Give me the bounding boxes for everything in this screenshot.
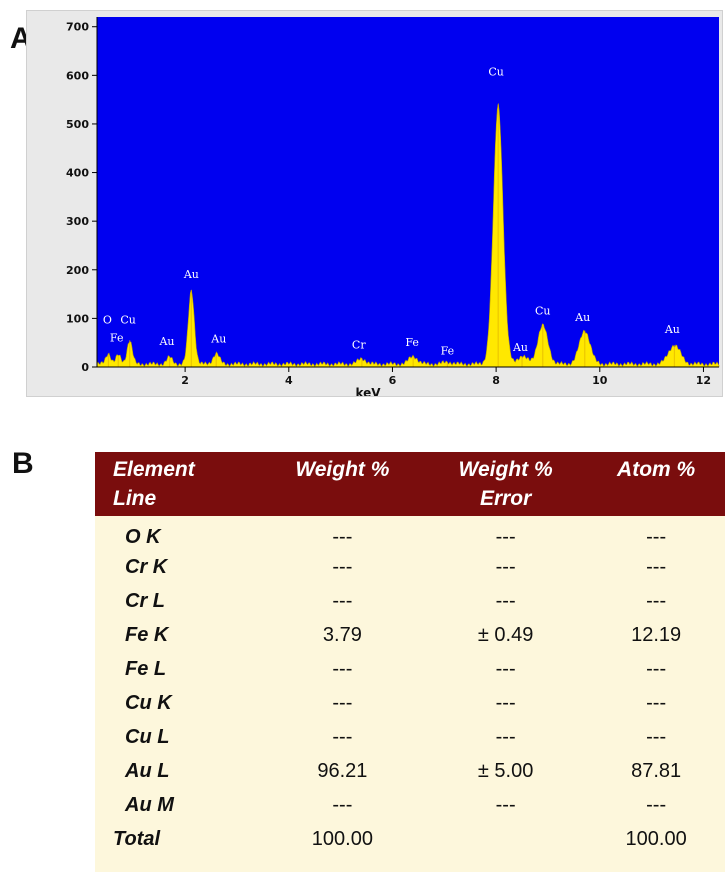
x-tick-label: 2 — [181, 374, 189, 387]
x-tick-label: 6 — [389, 374, 397, 387]
x-axis-title: keV — [355, 386, 381, 396]
peak-label: Au — [183, 268, 199, 281]
cell-weight: 96.21 — [317, 759, 368, 782]
cell-atom: 100.00 — [625, 827, 687, 850]
x-tick-label: 12 — [696, 374, 711, 387]
y-tick-label: 0 — [81, 361, 89, 374]
cell-atom: --- — [646, 793, 667, 816]
cell-atom: 12.19 — [631, 623, 682, 646]
table-header-row: Element Line Weight % Weight % Error Ato… — [95, 452, 725, 516]
table-row: Fe K 3.79 ± 0.49 12.19 — [95, 618, 725, 652]
header-atom: Atom % — [587, 452, 725, 516]
cell-weight: --- — [332, 691, 353, 714]
cell-element: Total — [113, 827, 161, 850]
peak-label: Cr — [352, 339, 366, 352]
panel-label-b: B — [12, 447, 34, 480]
table-row: Cr K --- --- --- — [95, 550, 725, 584]
composition-table-grid: Element Line Weight % Weight % Error Ato… — [95, 452, 725, 856]
header-weight-error: Weight % Error — [424, 452, 587, 516]
cell-atom: --- — [646, 525, 667, 548]
composition-table: Element Line Weight % Weight % Error Ato… — [95, 452, 725, 872]
y-tick-label: 600 — [66, 69, 89, 82]
peak-label: Fe — [405, 336, 419, 349]
cell-atom: --- — [646, 657, 667, 680]
peak-label: Cu — [488, 65, 504, 78]
y-tick-label: 500 — [66, 118, 89, 131]
cell-weight: --- — [332, 725, 353, 748]
cell-element: O K — [125, 525, 161, 548]
cell-weight: --- — [332, 589, 353, 612]
header-weight: Weight % — [261, 452, 424, 516]
x-tick-label: 4 — [285, 374, 293, 387]
y-tick-label: 400 — [66, 167, 89, 180]
cell-error: --- — [495, 525, 516, 548]
spectrum-series — [96, 103, 720, 368]
x-tick-label: 10 — [592, 374, 608, 387]
cell-weight: --- — [332, 525, 353, 548]
table-row: Cu L --- --- --- — [95, 720, 725, 754]
cell-element: Cu K — [125, 691, 172, 714]
cell-element: Au M — [125, 793, 174, 816]
header-text: Weight % — [295, 458, 390, 481]
table-row: Fe L --- --- --- — [95, 652, 725, 686]
peak-label: Fe — [441, 344, 455, 357]
peak-label: Au — [574, 311, 590, 324]
cell-error — [424, 822, 587, 856]
cell-weight: --- — [332, 657, 353, 680]
header-text: Atom % — [617, 458, 696, 481]
peak-label: O — [103, 313, 112, 326]
cell-weight: --- — [332, 555, 353, 578]
cell-error: --- — [495, 589, 516, 612]
x-tick-label: 8 — [492, 374, 500, 387]
cell-element: Fe L — [125, 657, 167, 680]
peak-label: Cu — [535, 305, 551, 318]
cell-element: Fe K — [125, 623, 169, 646]
plot-background — [97, 17, 719, 367]
cell-error: --- — [495, 555, 516, 578]
peak-label: Au — [158, 335, 174, 348]
cell-weight: 3.79 — [322, 623, 362, 646]
table-row: O K --- --- --- — [95, 516, 725, 550]
peak-label: Fe — [110, 332, 124, 345]
y-tick-label: 200 — [66, 264, 89, 277]
header-element-line: Element Line — [95, 452, 261, 516]
cell-atom: 87.81 — [631, 759, 682, 782]
cell-error: --- — [495, 657, 516, 680]
cell-atom: --- — [646, 555, 667, 578]
header-text: Line — [113, 487, 157, 510]
table-row: Au M --- --- --- — [95, 788, 725, 822]
peak-label: Cu — [120, 313, 136, 326]
cell-weight: --- — [332, 793, 353, 816]
peak-label: Au — [664, 323, 680, 336]
table-row: Cu K --- --- --- — [95, 686, 725, 720]
cell-error: ± 5.00 — [477, 759, 534, 782]
cell-atom: --- — [646, 691, 667, 714]
peak-label: Au — [512, 341, 528, 354]
cell-element: Cr L — [125, 589, 165, 612]
cell-error: --- — [495, 725, 516, 748]
cell-atom: --- — [646, 589, 667, 612]
cell-error: --- — [495, 793, 516, 816]
cell-error: ± 0.49 — [477, 623, 534, 646]
cell-weight: 100.00 — [311, 827, 373, 850]
y-tick-label: 100 — [66, 312, 89, 325]
cell-error: --- — [495, 691, 516, 714]
y-tick-label: 300 — [66, 215, 89, 228]
table-row: Cr L --- --- --- — [95, 584, 725, 618]
cell-element: Au L — [125, 759, 170, 782]
cell-element: Cr K — [125, 555, 168, 578]
table-row: Au L 96.21 ± 5.00 87.81 — [95, 754, 725, 788]
spectrum-svg: 0 100 200 300 400 500 600 700 2 4 6 8 10 12 keV O Cu Fe Au… — [66, 17, 720, 396]
eds-spectrum-chart: 0 100 200 300 400 500 600 700 2 4 6 8 10 12 keV O Cu Fe Au… — [26, 10, 723, 397]
header-text: Error — [479, 487, 532, 510]
table-row-total: Total 100.00 100.00 — [95, 822, 725, 856]
cell-atom: --- — [646, 725, 667, 748]
cell-element: Cu L — [125, 725, 170, 748]
header-text: Element — [113, 458, 195, 481]
peak-label: Au — [210, 333, 226, 346]
header-text: Weight % — [458, 458, 553, 481]
y-tick-label: 700 — [66, 21, 89, 34]
